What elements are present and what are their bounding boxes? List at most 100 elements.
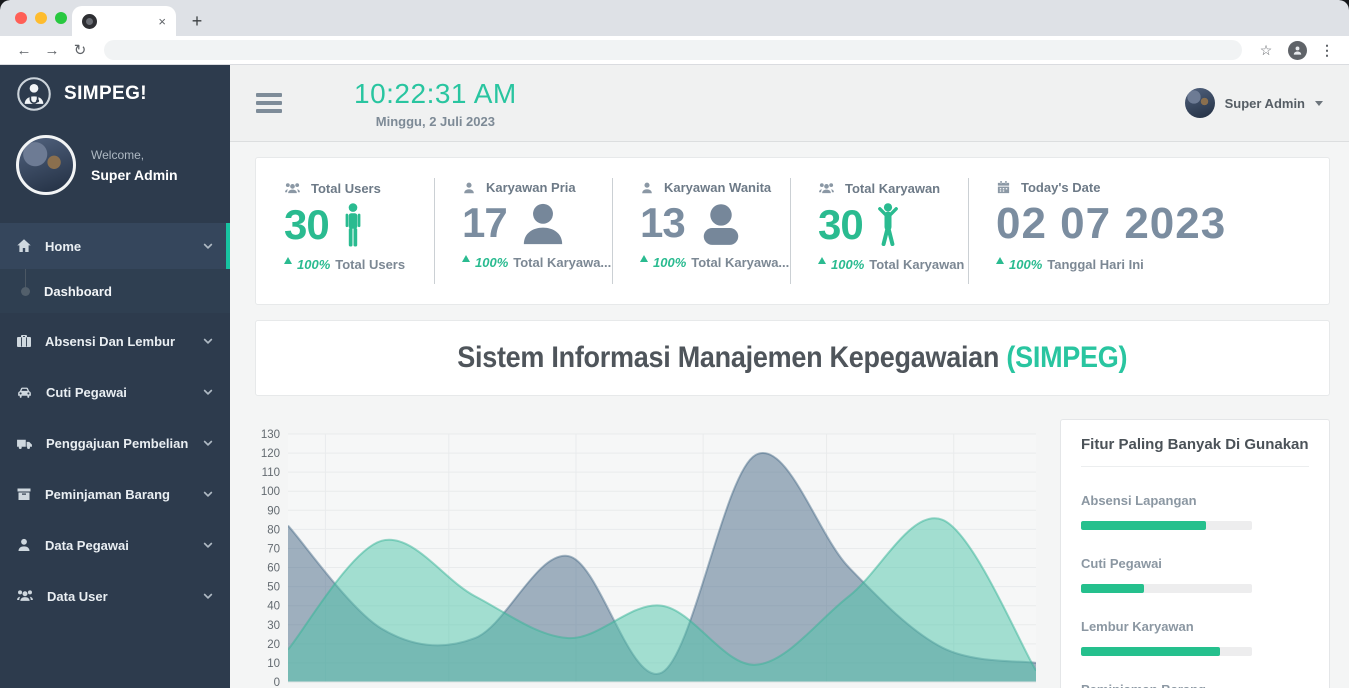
browser-profile-avatar[interactable] — [1288, 40, 1307, 60]
url-input[interactable] — [104, 40, 1242, 60]
timeline-line — [25, 269, 26, 287]
svg-text:40: 40 — [267, 601, 280, 613]
area-chart-canvas: 0 10 20 30 40 50 60 70 80 90 100 110 120 130 — [261, 429, 1036, 688]
sidebar-toggle-hamburger-icon[interactable] — [256, 89, 282, 117]
feature-label: Cuti Pegawai — [1081, 556, 1162, 571]
sidebar-item-peminjaman-barang[interactable]: Peminjaman Barang — [0, 471, 230, 517]
user-avatar — [16, 135, 76, 195]
svg-text:130: 130 — [261, 429, 280, 441]
svg-text:110: 110 — [262, 467, 280, 479]
male-figure-icon — [345, 203, 361, 247]
user-icon — [18, 538, 30, 551]
briefcase-icon — [17, 335, 31, 347]
chevron-down-icon — [203, 491, 213, 497]
stat-todays-date: Today's Date 02 07 2023 100% Tanggal Har… — [968, 158, 1329, 304]
trend-up-icon — [640, 255, 648, 262]
stat-value: 02 07 2023 — [996, 199, 1227, 248]
forward-icon[interactable]: → — [44, 41, 60, 59]
browser-menu-icon[interactable]: ⋮ — [1320, 41, 1334, 58]
sidebar-item-label: Dashboard — [44, 283, 112, 299]
sidebar-user-panel: Welcome, Super Admin — [0, 123, 230, 223]
feature-label: Peminjaman Barang — [1081, 682, 1309, 688]
browser-tab[interactable]: × — [72, 6, 176, 36]
bottom-row: 0 10 20 30 40 50 60 70 80 90 100 110 120 130 Fitur Pa… — [240, 419, 1330, 688]
page-title: Sistem Informasi Manajemen Kepegawaian (… — [457, 341, 1128, 374]
trend-up-icon — [462, 255, 470, 262]
progress-track — [1081, 647, 1252, 656]
tab-close-icon[interactable]: × — [158, 13, 166, 29]
svg-text:80: 80 — [267, 524, 280, 536]
stat-karyawan-pria: Karyawan Pria 17 100% Total Karyawa... — [434, 158, 612, 304]
svg-text:100: 100 — [261, 486, 280, 498]
sidebar-item-label: Data Pegawai — [45, 537, 129, 553]
app-root: SIMPEG! Welcome, Super Admin Home — [0, 65, 1349, 688]
child-figure-icon — [877, 203, 898, 246]
welcome-text: Welcome, — [91, 147, 145, 162]
progress-fill — [1081, 521, 1206, 530]
progress-track — [1081, 584, 1252, 593]
stat-delta: 100% — [1009, 257, 1043, 272]
stat-value: 30 — [818, 201, 864, 248]
stat-karyawan-wanita: Karyawan Wanita 13 100% Total Karyawa... — [612, 158, 790, 304]
stat-label: Today's Date — [1021, 180, 1101, 195]
sidebar-item-home[interactable]: Home — [0, 223, 230, 269]
sidebar-item-data-user[interactable]: Data User — [0, 573, 230, 619]
stat-total-users: Total Users 30 100% Total Users — [256, 158, 434, 304]
trend-up-icon — [996, 257, 1004, 264]
brand-name: SIMPEG! — [64, 83, 148, 104]
stat-delta: 100% — [831, 257, 865, 272]
svg-text:50: 50 — [267, 582, 280, 594]
sidebar-item-cuti-pegawai[interactable]: Cuti Pegawai — [0, 369, 230, 415]
top-features-card: Fitur Paling Banyak Di Gunakan Absensi L… — [1060, 419, 1330, 688]
active-section-indicator — [226, 223, 230, 313]
svg-text:20: 20 — [267, 639, 280, 651]
sidebar-item-label: Data User — [47, 588, 108, 604]
svg-text:90: 90 — [267, 505, 280, 517]
sidebar-item-absensi-dan-lembur[interactable]: Absensi Dan Lembur — [0, 318, 230, 364]
chevron-down-icon — [203, 440, 213, 446]
stat-caption: Total Karyawa... — [691, 255, 790, 270]
feature-absensi-lapangan: Absensi Lapangan — [1081, 493, 1309, 530]
feature-label: Lembur Karyawan — [1081, 619, 1194, 634]
back-icon[interactable]: ← — [16, 41, 32, 59]
feature-label: Absensi Lapangan — [1081, 493, 1197, 508]
sidebar-item-dashboard[interactable]: Dashboard — [0, 269, 230, 313]
sidebar-item-penggajuan-pembelian[interactable]: Penggajuan Pembelian — [0, 420, 230, 466]
sidebar-item-label: Penggajuan Pembelian — [46, 435, 189, 451]
stat-caption: Total Karyawan — [869, 257, 965, 272]
progress-track — [1081, 521, 1252, 530]
clock: 10:22:31 AM Minggu, 2 Juli 2023 — [354, 78, 517, 129]
user-icon — [642, 182, 652, 193]
truck-icon — [17, 439, 32, 449]
brand[interactable]: SIMPEG! — [0, 65, 230, 123]
close-window-button[interactable] — [15, 12, 27, 24]
stat-value: 17 — [462, 199, 508, 246]
chevron-down-icon — [203, 389, 213, 395]
top-header: 10:22:31 AM Minggu, 2 Juli 2023 Super Ad… — [230, 65, 1349, 142]
new-tab-button[interactable]: + — [191, 10, 203, 31]
maximize-window-button[interactable] — [55, 12, 67, 24]
sidebar-item-data-pegawai[interactable]: Data Pegawai — [0, 522, 230, 568]
window-controls — [15, 12, 67, 24]
stat-caption: Total Karyawa... — [513, 255, 612, 270]
bookmark-star-icon[interactable]: ☆ — [1259, 41, 1273, 58]
svg-text:70: 70 — [267, 543, 280, 555]
chevron-down-icon — [203, 338, 213, 344]
feature-peminjaman-barang: Peminjaman Barang — [1081, 682, 1309, 688]
minimize-window-button[interactable] — [35, 12, 47, 24]
sidebar-item-label: Absensi Dan Lembur — [45, 333, 176, 349]
chevron-down-icon — [203, 243, 213, 249]
svg-text:10: 10 — [267, 658, 280, 670]
stat-label: Karyawan Pria — [486, 180, 576, 195]
sidebar-item-label: Peminjaman Barang — [45, 486, 170, 502]
profile-dropdown[interactable]: Super Admin — [1184, 88, 1323, 118]
stat-total-karyawan: Total Karyawan 30 100% Total Karyawan — [790, 158, 968, 304]
users-icon — [17, 590, 33, 601]
page-title-accent: (SIMPEG) — [1006, 341, 1128, 374]
trend-up-icon — [818, 257, 826, 264]
users-icon — [819, 183, 834, 194]
timeline-dot — [21, 287, 30, 296]
reload-icon[interactable]: ↻ — [73, 42, 87, 59]
clock-time: 10:22:31 AM — [354, 77, 517, 109]
car-icon — [18, 387, 31, 398]
